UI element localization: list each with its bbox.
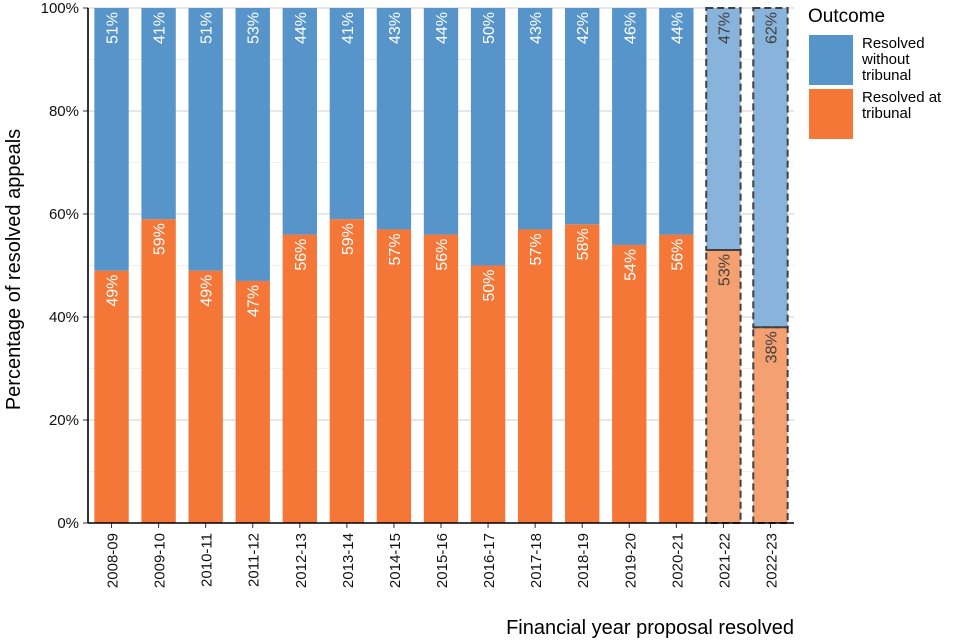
- x-tick-label: 2009-10: [152, 533, 169, 588]
- data-label-without-tribunal: 53%: [246, 12, 263, 44]
- data-label-at-tribunal: 59%: [340, 223, 357, 255]
- data-label-at-tribunal: 56%: [669, 239, 686, 271]
- bar-without-tribunal: [141, 8, 176, 220]
- bar-without-tribunal: [329, 8, 365, 220]
- bar-without-tribunal: [659, 8, 694, 235]
- bar-without-tribunal: [94, 8, 129, 271]
- data-label-without-tribunal: 43%: [387, 12, 404, 44]
- legend-label-without-tribunal: Resolved without tribunal: [862, 35, 925, 84]
- data-label-at-tribunal: 53%: [716, 254, 733, 286]
- bar-at-tribunal: [188, 270, 223, 523]
- bar-without-tribunal: [517, 8, 553, 230]
- x-tick-label: 2012-13: [293, 533, 310, 588]
- provisional-outline: [705, 7, 742, 252]
- x-tick-label: 2021-22: [716, 533, 733, 588]
- data-label-at-tribunal: 49%: [105, 275, 122, 307]
- x-axis-title: Financial year proposal resolved: [506, 617, 794, 639]
- x-tick-label: 2011-12: [246, 533, 263, 587]
- data-label-without-tribunal: 51%: [199, 12, 216, 44]
- y-axis-title: Percentage of resolved appeals: [3, 129, 25, 410]
- x-tick-label: 2016-17: [481, 533, 498, 588]
- bar-at-tribunal: [517, 229, 553, 523]
- bar-without-tribunal: [565, 8, 600, 225]
- data-label-without-tribunal: 42%: [575, 12, 592, 44]
- y-tick-label: 80%: [49, 103, 79, 120]
- data-label-without-tribunal: 46%: [622, 12, 639, 44]
- x-tick-label: 2020-21: [669, 533, 686, 588]
- bar-at-tribunal: [659, 234, 694, 523]
- bar-without-tribunal: [470, 8, 506, 266]
- data-label-without-tribunal: 44%: [293, 12, 310, 44]
- legend-item-without-tribunal: Resolved without tribunal: [808, 34, 958, 86]
- data-label-without-tribunal: 44%: [669, 12, 686, 44]
- bar-without-tribunal: [612, 8, 647, 245]
- legend-label-at-tribunal: Resolved at tribunal: [862, 89, 942, 122]
- y-tick-label: 20%: [49, 412, 79, 429]
- bar-at-tribunal: [470, 265, 506, 523]
- y-tick-label: 40%: [49, 309, 79, 326]
- bar-at-tribunal: [329, 219, 365, 523]
- data-label-at-tribunal: 50%: [481, 270, 498, 302]
- x-tick-label: 2019-20: [622, 533, 639, 588]
- data-label-at-tribunal: 57%: [528, 233, 545, 265]
- bar-at-tribunal: [235, 280, 270, 523]
- data-label-at-tribunal: 56%: [293, 239, 310, 271]
- legend-key-without-tribunal: [808, 34, 854, 86]
- data-label-at-tribunal: 59%: [152, 223, 169, 255]
- y-tick-label: 60%: [49, 206, 79, 223]
- legend-key-at-tribunal: [808, 88, 854, 140]
- bar-at-tribunal: [282, 234, 317, 523]
- bar-at-tribunal: [612, 244, 647, 523]
- x-tick-label: 2018-19: [575, 533, 592, 588]
- data-label-without-tribunal: 50%: [481, 12, 498, 44]
- data-label-at-tribunal: 54%: [622, 249, 639, 281]
- legend-item-at-tribunal: Resolved at tribunal: [808, 88, 958, 140]
- bar-without-tribunal: [282, 8, 317, 235]
- data-label-without-tribunal: 47%: [716, 12, 733, 44]
- data-label-without-tribunal: 44%: [434, 12, 451, 44]
- data-label-without-tribunal: 43%: [528, 12, 545, 44]
- x-tick-label: 2013-14: [340, 533, 357, 588]
- bar-without-tribunal: [188, 8, 223, 271]
- bar-without-tribunal: [706, 8, 741, 251]
- y-tick-label: 0%: [57, 515, 79, 532]
- data-label-without-tribunal: 51%: [105, 12, 122, 44]
- bar-at-tribunal: [423, 234, 459, 523]
- bar-without-tribunal: [423, 8, 459, 235]
- data-label-at-tribunal: 38%: [763, 331, 780, 363]
- data-label-at-tribunal: 47%: [246, 285, 263, 317]
- legend: Outcome Resolved without tribunal Resolv…: [808, 6, 958, 142]
- x-tick-label: 2022-23: [763, 533, 780, 588]
- legend-title: Outcome: [808, 6, 886, 27]
- bar-at-tribunal: [141, 219, 176, 523]
- data-label-without-tribunal: 41%: [152, 12, 169, 44]
- bar-at-tribunal: [376, 229, 412, 523]
- bar-at-tribunal: [753, 327, 788, 523]
- bar-without-tribunal: [235, 8, 270, 281]
- bar-at-tribunal: [565, 224, 600, 524]
- data-label-at-tribunal: 57%: [387, 233, 404, 265]
- data-label-at-tribunal: 58%: [575, 228, 592, 260]
- provisional-outline: [752, 7, 789, 329]
- bar-without-tribunal: [376, 8, 412, 230]
- x-tick-label: 2010-11: [199, 533, 216, 587]
- x-tick-label: 2014-15: [387, 533, 404, 588]
- x-tick-label: 2008-09: [105, 533, 122, 588]
- bar-without-tribunal: [753, 8, 788, 328]
- data-label-at-tribunal: 56%: [434, 239, 451, 271]
- x-tick-label: 2017-18: [528, 533, 545, 588]
- data-label-without-tribunal: 41%: [340, 12, 357, 44]
- x-tick-label: 2015-16: [434, 533, 451, 588]
- data-label-without-tribunal: 62%: [763, 12, 780, 44]
- data-label-at-tribunal: 49%: [199, 275, 216, 307]
- bar-at-tribunal: [94, 270, 129, 523]
- y-tick-label: 100%: [41, 0, 79, 17]
- bar-at-tribunal: [706, 250, 741, 524]
